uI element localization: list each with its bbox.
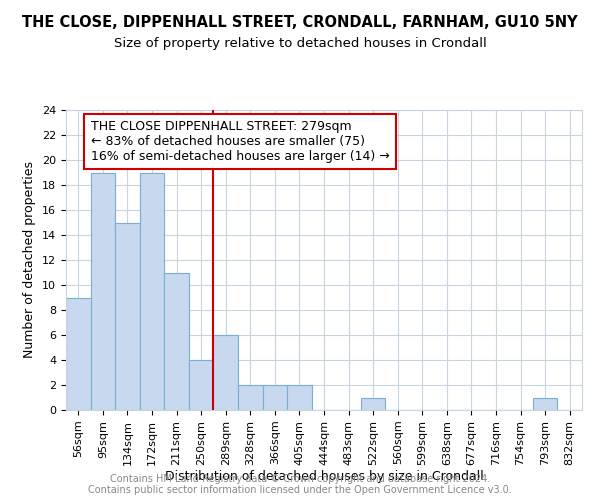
Text: Contains HM Land Registry data © Crown copyright and database right 2024.: Contains HM Land Registry data © Crown c…: [110, 474, 490, 484]
Bar: [214, 335, 238, 410]
Bar: [238, 385, 263, 410]
Text: Contains public sector information licensed under the Open Government Licence v3: Contains public sector information licen…: [88, 485, 512, 495]
Y-axis label: Number of detached properties: Number of detached properties: [23, 162, 37, 358]
Text: THE CLOSE, DIPPENHALL STREET, CRONDALL, FARNHAM, GU10 5NY: THE CLOSE, DIPPENHALL STREET, CRONDALL, …: [22, 15, 578, 30]
Bar: [361, 398, 385, 410]
Bar: [189, 360, 214, 410]
Text: Size of property relative to detached houses in Crondall: Size of property relative to detached ho…: [113, 38, 487, 51]
Bar: [533, 398, 557, 410]
Bar: [91, 172, 115, 410]
Text: THE CLOSE DIPPENHALL STREET: 279sqm
← 83% of detached houses are smaller (75)
16: THE CLOSE DIPPENHALL STREET: 279sqm ← 83…: [91, 120, 389, 163]
Bar: [115, 222, 140, 410]
Bar: [287, 385, 312, 410]
Bar: [164, 272, 189, 410]
X-axis label: Distribution of detached houses by size in Crondall: Distribution of detached houses by size …: [164, 470, 484, 484]
Bar: [66, 298, 91, 410]
Bar: [263, 385, 287, 410]
Bar: [140, 172, 164, 410]
